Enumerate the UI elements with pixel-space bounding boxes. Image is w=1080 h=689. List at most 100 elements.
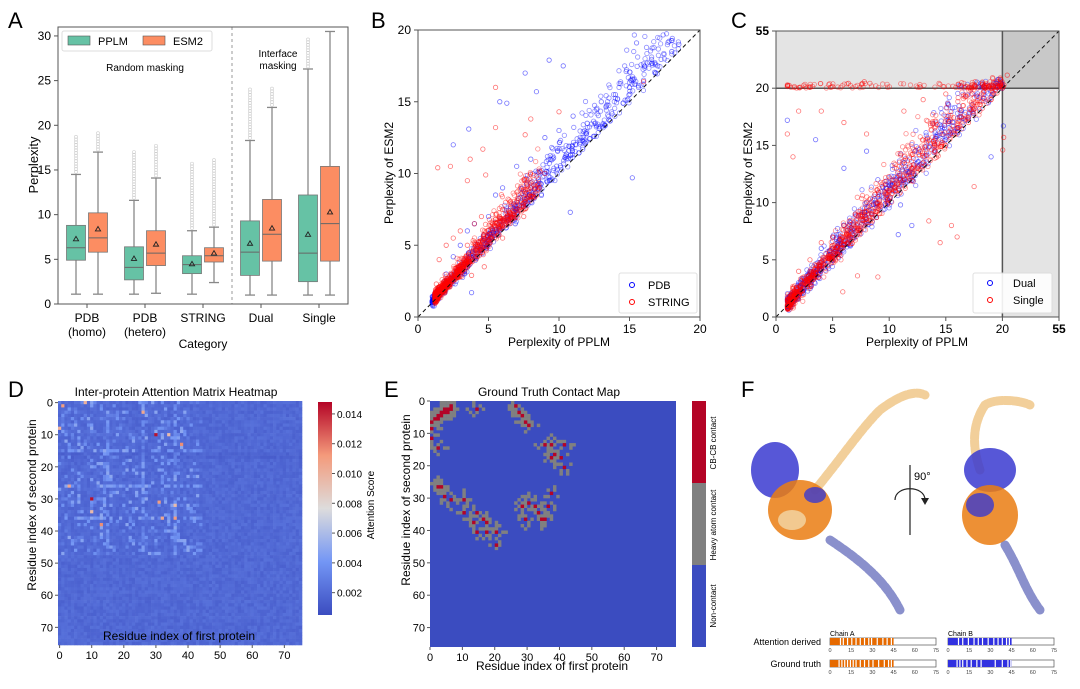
heatmap-cell	[154, 410, 158, 415]
point-pdb	[567, 152, 574, 158]
point-string	[504, 210, 510, 216]
heatmap-cell	[221, 449, 226, 453]
point-pdb	[649, 45, 655, 51]
point-pdb	[447, 281, 453, 287]
point-pdb	[491, 232, 497, 239]
panel-a-frame	[57, 26, 349, 305]
point-pdb	[503, 224, 510, 231]
heatmap-cell	[90, 426, 94, 431]
point-pdb	[625, 96, 631, 102]
heatmap-cell	[298, 442, 303, 447]
outlier	[190, 199, 194, 204]
heatmap-cell	[128, 429, 133, 434]
outlier	[96, 139, 100, 144]
heatmap-cell	[157, 407, 162, 411]
heatmap-cell	[273, 429, 277, 434]
heatmap-cell	[151, 404, 155, 408]
panel-label-f: F	[741, 377, 754, 402]
point-string	[452, 270, 458, 276]
heatmap-cell	[138, 442, 142, 447]
x-tick-label: 10	[883, 322, 897, 336]
heatmap-cell	[154, 423, 158, 427]
point-pdb	[435, 294, 441, 300]
heatmap-cell	[163, 429, 168, 434]
point-string	[528, 116, 534, 122]
point-pdb	[531, 186, 537, 192]
heatmap-cell	[135, 439, 139, 444]
point-pdb	[648, 56, 655, 62]
y-tick-label: 0	[404, 310, 411, 324]
heatmap-cell	[151, 417, 155, 421]
heatmap-cell	[102, 439, 107, 444]
heatmap-cell	[167, 426, 171, 431]
heatmap-cell	[167, 423, 171, 427]
heatmap-cell	[289, 410, 293, 415]
heatmap-cell	[244, 401, 248, 405]
heatmap-cell	[144, 410, 149, 415]
point-pdb	[453, 275, 459, 281]
point-pdb	[444, 284, 450, 290]
heatmap-cell	[74, 439, 78, 444]
heatmap-cell	[205, 439, 210, 444]
heatmap-cell	[263, 407, 267, 411]
y-tick-label: 5	[44, 252, 51, 266]
heatmap-cell	[231, 407, 235, 411]
heatmap-cell	[180, 449, 184, 453]
heatmap-cell	[285, 417, 290, 421]
heatmap-cell	[151, 413, 155, 418]
heatmap-cell	[176, 449, 181, 453]
outlier	[306, 48, 310, 53]
point-pdb	[644, 50, 650, 57]
point-pdb	[561, 161, 567, 167]
outlier	[190, 180, 194, 185]
heatmap-cell	[192, 401, 197, 405]
point-string	[499, 206, 506, 212]
heatmap-cell	[221, 433, 226, 437]
heatmap-cell	[173, 410, 178, 415]
heatmap-cell	[119, 436, 123, 440]
heatmap-cell	[58, 423, 62, 427]
point-string	[465, 252, 472, 259]
point-pdb	[514, 209, 520, 216]
heatmap-cell	[279, 401, 284, 405]
heatmap-cell	[80, 426, 84, 431]
point-pdb	[461, 271, 467, 277]
heatmap-cell	[269, 423, 274, 427]
x-tick-label: Single	[302, 311, 336, 325]
point-string	[483, 172, 489, 178]
heatmap-cell	[208, 413, 213, 418]
heatmap-cell	[247, 449, 251, 453]
y-tick-label: 30	[38, 29, 52, 43]
point-pdb	[445, 279, 451, 285]
point-pdb	[642, 65, 648, 71]
point-pdb	[459, 263, 466, 270]
heatmap-cell	[298, 413, 303, 418]
heatmap-cell	[167, 420, 171, 424]
heatmap-cell	[70, 436, 75, 440]
heatmap-cell	[189, 417, 194, 421]
heatmap-cell	[173, 420, 178, 424]
heatmap-cell	[80, 433, 84, 437]
point-pdb	[481, 232, 487, 238]
point-pdb	[597, 108, 604, 114]
heatmap-cell	[257, 452, 261, 456]
heatmap-cell	[218, 420, 223, 424]
point-pdb	[524, 195, 530, 201]
heatmap-cell	[234, 417, 239, 421]
heatmap-cell	[212, 423, 216, 427]
heatmap-cell	[173, 417, 178, 421]
point-pdb	[437, 291, 443, 297]
heatmap-cell	[189, 404, 194, 408]
heatmap-cell	[119, 439, 123, 444]
point-pdb	[439, 290, 446, 296]
heatmap-cell	[180, 410, 184, 415]
point-pdb	[430, 297, 436, 304]
point-string	[452, 271, 458, 277]
point-pdb	[436, 286, 442, 292]
heatmap-cell	[215, 439, 219, 444]
heatmap-cell	[202, 442, 206, 447]
heatmap-cell	[131, 401, 136, 405]
heatmap-cell	[58, 452, 62, 456]
outlier	[132, 179, 136, 184]
point-string	[432, 290, 438, 296]
